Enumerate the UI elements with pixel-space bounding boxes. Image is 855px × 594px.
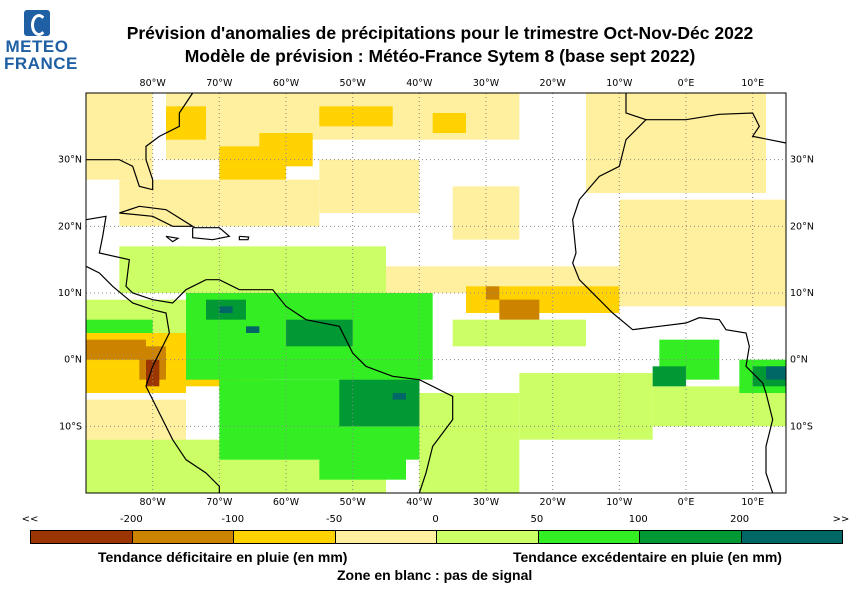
anomaly-patch: [119, 246, 386, 293]
anomaly-patch: [392, 393, 406, 400]
longitude-label: 70°W: [206, 78, 233, 89]
meteo-france-logo: METEO FRANCE: [4, 10, 78, 73]
longitude-label: 20°W: [540, 497, 567, 508]
logo-text-2: FRANCE: [4, 54, 78, 73]
longitude-label: 40°W: [406, 497, 433, 508]
coastline: [85, 215, 454, 494]
latitude-label: 20°N: [790, 221, 814, 232]
anomaly-patch: [246, 326, 260, 333]
longitude-label: 0°E: [678, 497, 695, 508]
legend-swatch: [640, 531, 742, 543]
legend-tick-label: -50: [325, 514, 343, 525]
logo-icon: [24, 10, 50, 36]
anomaly-patch: [319, 426, 406, 480]
longitude-label: 30°W: [473, 497, 500, 508]
longitude-label: 10°E: [741, 497, 764, 508]
legend-swatch: [538, 531, 640, 543]
title-line-2: Modèle de prévision : Météo-France Sytem…: [184, 46, 696, 66]
logo-text-1: METEO: [5, 37, 69, 56]
anomaly-patch: [486, 286, 500, 300]
precipitation-anomaly-map: 80°W 80°W 70°W 70°W 60°W 60°W 50°W 50°W 40°W 40°W…: [58, 78, 814, 508]
latitude-label: 0°N: [790, 355, 808, 366]
coastline: [572, 93, 774, 494]
legend-tick-label: 0: [432, 514, 439, 525]
legend-swatch: [234, 531, 336, 543]
legend-swatch: [31, 531, 133, 543]
longitude-label: 70°W: [206, 497, 233, 508]
longitude-label: 60°W: [273, 78, 300, 89]
anomaly-patch: [419, 393, 520, 493]
anomaly-patch: [166, 106, 206, 140]
legend-tick-label: 200: [730, 514, 750, 525]
legend-swatch: [132, 531, 234, 543]
anomaly-patch: [119, 179, 320, 227]
legend-tick-label: >>: [832, 514, 850, 525]
anomaly-patch: [432, 113, 466, 133]
anomaly-patch: [219, 306, 233, 313]
legend-tick-label: 50: [530, 514, 544, 525]
anomaly-patch: [86, 339, 146, 360]
longitude-label: 80°W: [140, 78, 167, 89]
longitude-label: 40°W: [406, 78, 433, 89]
coastline: [85, 265, 220, 493]
anomaly-patch: [286, 319, 353, 347]
color-legend-bar: [30, 530, 843, 544]
legend-tick-label: 100: [628, 514, 648, 525]
legend-tick-label: -200: [120, 514, 143, 525]
excess-label: Tendance excédentaire en pluie (en mm): [513, 549, 782, 565]
anomaly-patch: [452, 319, 586, 347]
latitude-label: 10°S: [59, 421, 82, 432]
longitude-label: 20°W: [540, 78, 567, 89]
legend-tick-label: <<: [21, 514, 39, 525]
anomaly-patch: [766, 366, 786, 380]
coastline: [165, 235, 180, 243]
longitude-label: 60°W: [273, 497, 300, 508]
blank-zone-note: Zone en blanc : pas de signal: [337, 567, 533, 583]
latitude-label: 10°S: [790, 421, 813, 432]
coastline: [192, 227, 231, 241]
longitude-label: 30°W: [473, 78, 500, 89]
latitude-label: 20°N: [58, 221, 82, 232]
longitude-label: 50°W: [340, 78, 367, 89]
legend-tick-label: -100: [221, 514, 245, 525]
anomaly-patch: [499, 299, 540, 320]
latitude-label: 0°N: [64, 355, 82, 366]
coastline: [646, 112, 787, 144]
legend-swatch: [335, 531, 437, 543]
legend-swatch: [741, 531, 842, 543]
latitude-label: 10°N: [58, 288, 82, 299]
title-line-1: Prévision d'anomalies de précipitations …: [126, 23, 754, 43]
legend-swatch: [437, 531, 539, 543]
coastline: [238, 235, 250, 241]
longitude-label: 50°W: [340, 497, 367, 508]
longitude-label: 10°W: [606, 78, 633, 89]
longitude-label: 80°W: [140, 497, 167, 508]
longitude-label: 10°W: [606, 497, 633, 508]
anomaly-patch: [319, 106, 393, 127]
latitude-label: 30°N: [58, 155, 82, 166]
map-frame: [85, 92, 787, 494]
anomaly-patch: [586, 93, 766, 193]
coastline: [119, 205, 195, 227]
longitude-label: 10°E: [741, 78, 764, 89]
anomaly-patch: [319, 159, 420, 213]
anomaly-patch: [652, 366, 686, 387]
deficit-label: Tendance déficitaire en pluie (en mm): [98, 549, 348, 565]
longitude-label: 0°E: [678, 78, 695, 89]
coastline: [86, 92, 194, 191]
latitude-label: 30°N: [790, 155, 814, 166]
anomaly-patch: [86, 319, 153, 333]
anomaly-patch: [339, 379, 420, 427]
latitude-label: 10°N: [790, 288, 814, 299]
anomaly-patch: [519, 373, 653, 440]
anomaly-patch: [86, 93, 153, 180]
